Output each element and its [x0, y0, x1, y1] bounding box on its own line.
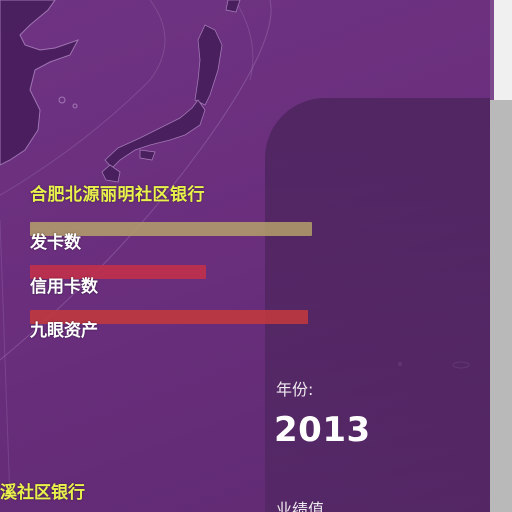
island-dot: [58, 96, 66, 104]
grid-line: [0, 0, 272, 361]
grid-line: [0, 0, 166, 196]
metric-bar-assets: [30, 310, 308, 324]
info-panel-background: [265, 98, 490, 512]
land-mainland: [0, 0, 80, 166]
land-sakhalin: [225, 0, 241, 13]
metric-bar-credit-cards: [30, 265, 206, 279]
bank-name-title: 合肥北源丽明社区银行: [30, 185, 205, 205]
year-label: 年份:: [276, 380, 314, 399]
grid-line: [0, 219, 11, 501]
performance-label: 业绩值: [276, 500, 325, 512]
metric-label-assets: 九眼资产: [30, 321, 98, 341]
metric-bar-cards: [30, 222, 312, 236]
island-dot: [72, 103, 78, 109]
scrollbar-thumb[interactable]: [490, 100, 512, 512]
metric-label-credit-cards: 信用卡数: [30, 277, 98, 297]
land-japan-north: [194, 24, 223, 106]
grid-line: [234, 0, 254, 81]
land-japan-shikoku: [139, 149, 156, 161]
scrollbar[interactable]: [490, 0, 512, 512]
land-japan-south: [101, 164, 121, 183]
year-value: 2013: [274, 410, 371, 450]
land-japan-main: [104, 99, 206, 169]
metric-label-cards: 发卡数: [30, 233, 81, 253]
bank-name-title-secondary: 溪社区银行: [0, 483, 85, 503]
